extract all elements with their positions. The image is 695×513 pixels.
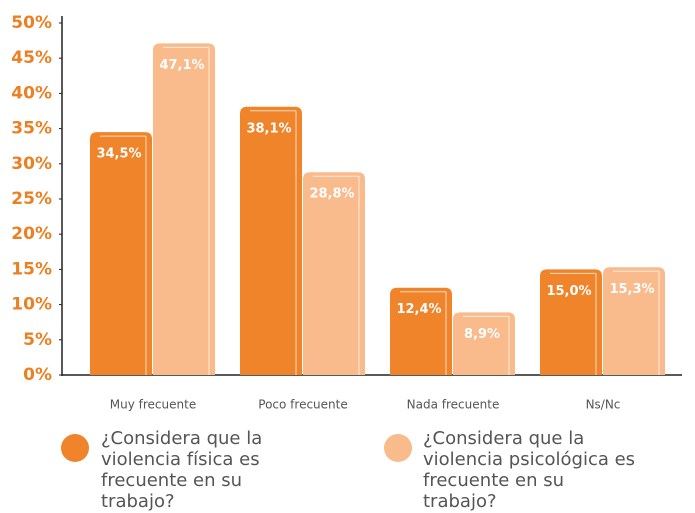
y-tick-label: 45% <box>11 48 52 68</box>
y-tick-label: 30% <box>11 154 52 174</box>
y-tick-label: 5% <box>23 330 52 350</box>
y-tick-label: 50% <box>11 13 52 33</box>
value-label: 47,1% <box>159 58 204 73</box>
y-tick-label: 35% <box>11 119 52 139</box>
bar <box>603 267 665 375</box>
legend-swatch <box>384 434 412 462</box>
bar <box>303 172 365 375</box>
bar <box>390 287 452 375</box>
x-tick-label: Nada frecuente <box>407 398 500 412</box>
legend-label: ¿Considera que la violencia física es fr… <box>101 428 263 512</box>
y-tick-label: 15% <box>11 259 52 279</box>
legend-label: ¿Considera que la violencia psicológica … <box>423 428 636 512</box>
y-tick-label: 0% <box>23 365 52 385</box>
bar <box>90 132 152 375</box>
value-label: 34,5% <box>96 147 141 162</box>
value-label: 38,1% <box>246 121 291 136</box>
bar <box>453 312 515 375</box>
value-label: 15,3% <box>609 282 654 297</box>
value-label: 8,9% <box>464 327 500 342</box>
value-label: 12,4% <box>396 302 441 317</box>
chart: 0% 5% 10% 15% 20% 25% 30% 35% 40% 45% 50% Muy frecu… <box>11 13 682 412</box>
y-tick-label: 40% <box>11 83 52 103</box>
y-tick-label: 20% <box>11 224 52 244</box>
value-label: 28,8% <box>309 187 354 202</box>
x-tick-label: Poco frecuente <box>258 398 347 412</box>
x-tick-label: Ns/Nc <box>586 398 621 412</box>
bar <box>540 269 602 375</box>
x-tick-label: Muy frecuente <box>110 398 196 412</box>
bar <box>240 106 302 375</box>
legend-swatch <box>61 434 89 462</box>
bar <box>153 43 215 375</box>
value-label: 15,0% <box>546 284 591 299</box>
y-tick-label: 10% <box>11 295 52 315</box>
y-tick-label: 25% <box>11 189 52 209</box>
